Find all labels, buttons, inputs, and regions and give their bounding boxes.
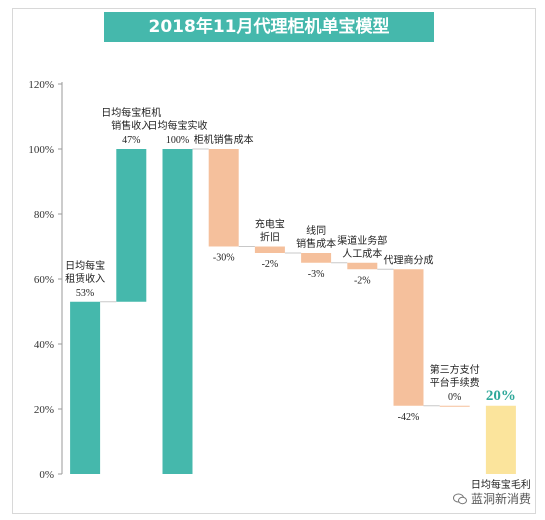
y-tick-label: 100% xyxy=(28,144,54,156)
wechat-icon xyxy=(452,493,467,504)
category-label-8: 代理商分成 xyxy=(384,253,434,266)
category-label-1: 日均每宝租赁收入 xyxy=(65,259,105,285)
value-label-9: 0% xyxy=(448,392,461,403)
bar-2 xyxy=(116,149,147,302)
bar-7 xyxy=(347,262,378,270)
y-tick-label: 20% xyxy=(34,404,54,416)
value-label-5: -2% xyxy=(262,259,279,270)
bar-1 xyxy=(70,301,101,474)
category-label-2: 日均每宝柜机销售收入 xyxy=(101,106,161,132)
bar-10 xyxy=(485,405,516,474)
value-label-10: 20% xyxy=(486,388,516,404)
bar-5 xyxy=(254,246,285,253)
category-label-5: 充电宝折旧 xyxy=(255,218,285,244)
watermark: 蓝洞新消费 xyxy=(452,490,531,507)
y-tick-label: 60% xyxy=(34,274,54,286)
category-label-7: 渠道业务部人工成本 xyxy=(337,234,387,260)
category-label-4: 柜机销售成本 xyxy=(194,133,254,146)
value-label-7: -2% xyxy=(354,275,371,286)
y-tick-label: 40% xyxy=(34,339,54,351)
watermark-text: 蓝洞新消费 xyxy=(470,492,531,506)
y-tick-label: 80% xyxy=(34,209,54,221)
bar-6 xyxy=(301,253,332,263)
value-label-1: 53% xyxy=(76,288,94,299)
value-label-4: -30% xyxy=(213,253,235,264)
chart-title: 2018年11月代理柜机单宝模型 xyxy=(104,12,434,42)
bar-4 xyxy=(208,149,239,247)
value-label-3: 100% xyxy=(166,135,189,146)
bar-3 xyxy=(162,149,193,474)
y-tick-label: 0% xyxy=(39,469,54,481)
bar-8 xyxy=(393,269,424,406)
bar-9 xyxy=(439,405,470,407)
category-label-9: 第三方支付平台手续费 xyxy=(430,363,480,389)
value-label-6: -3% xyxy=(308,269,325,280)
y-tick-label: 120% xyxy=(28,79,54,91)
category-label-6: 线同销售成本 xyxy=(296,224,336,250)
value-label-8: -42% xyxy=(398,412,420,423)
value-label-2: 47% xyxy=(122,135,140,146)
category-label-10: 日均每宝毛利 xyxy=(471,478,531,491)
category-label-3: 日均每宝实收 xyxy=(148,119,208,132)
